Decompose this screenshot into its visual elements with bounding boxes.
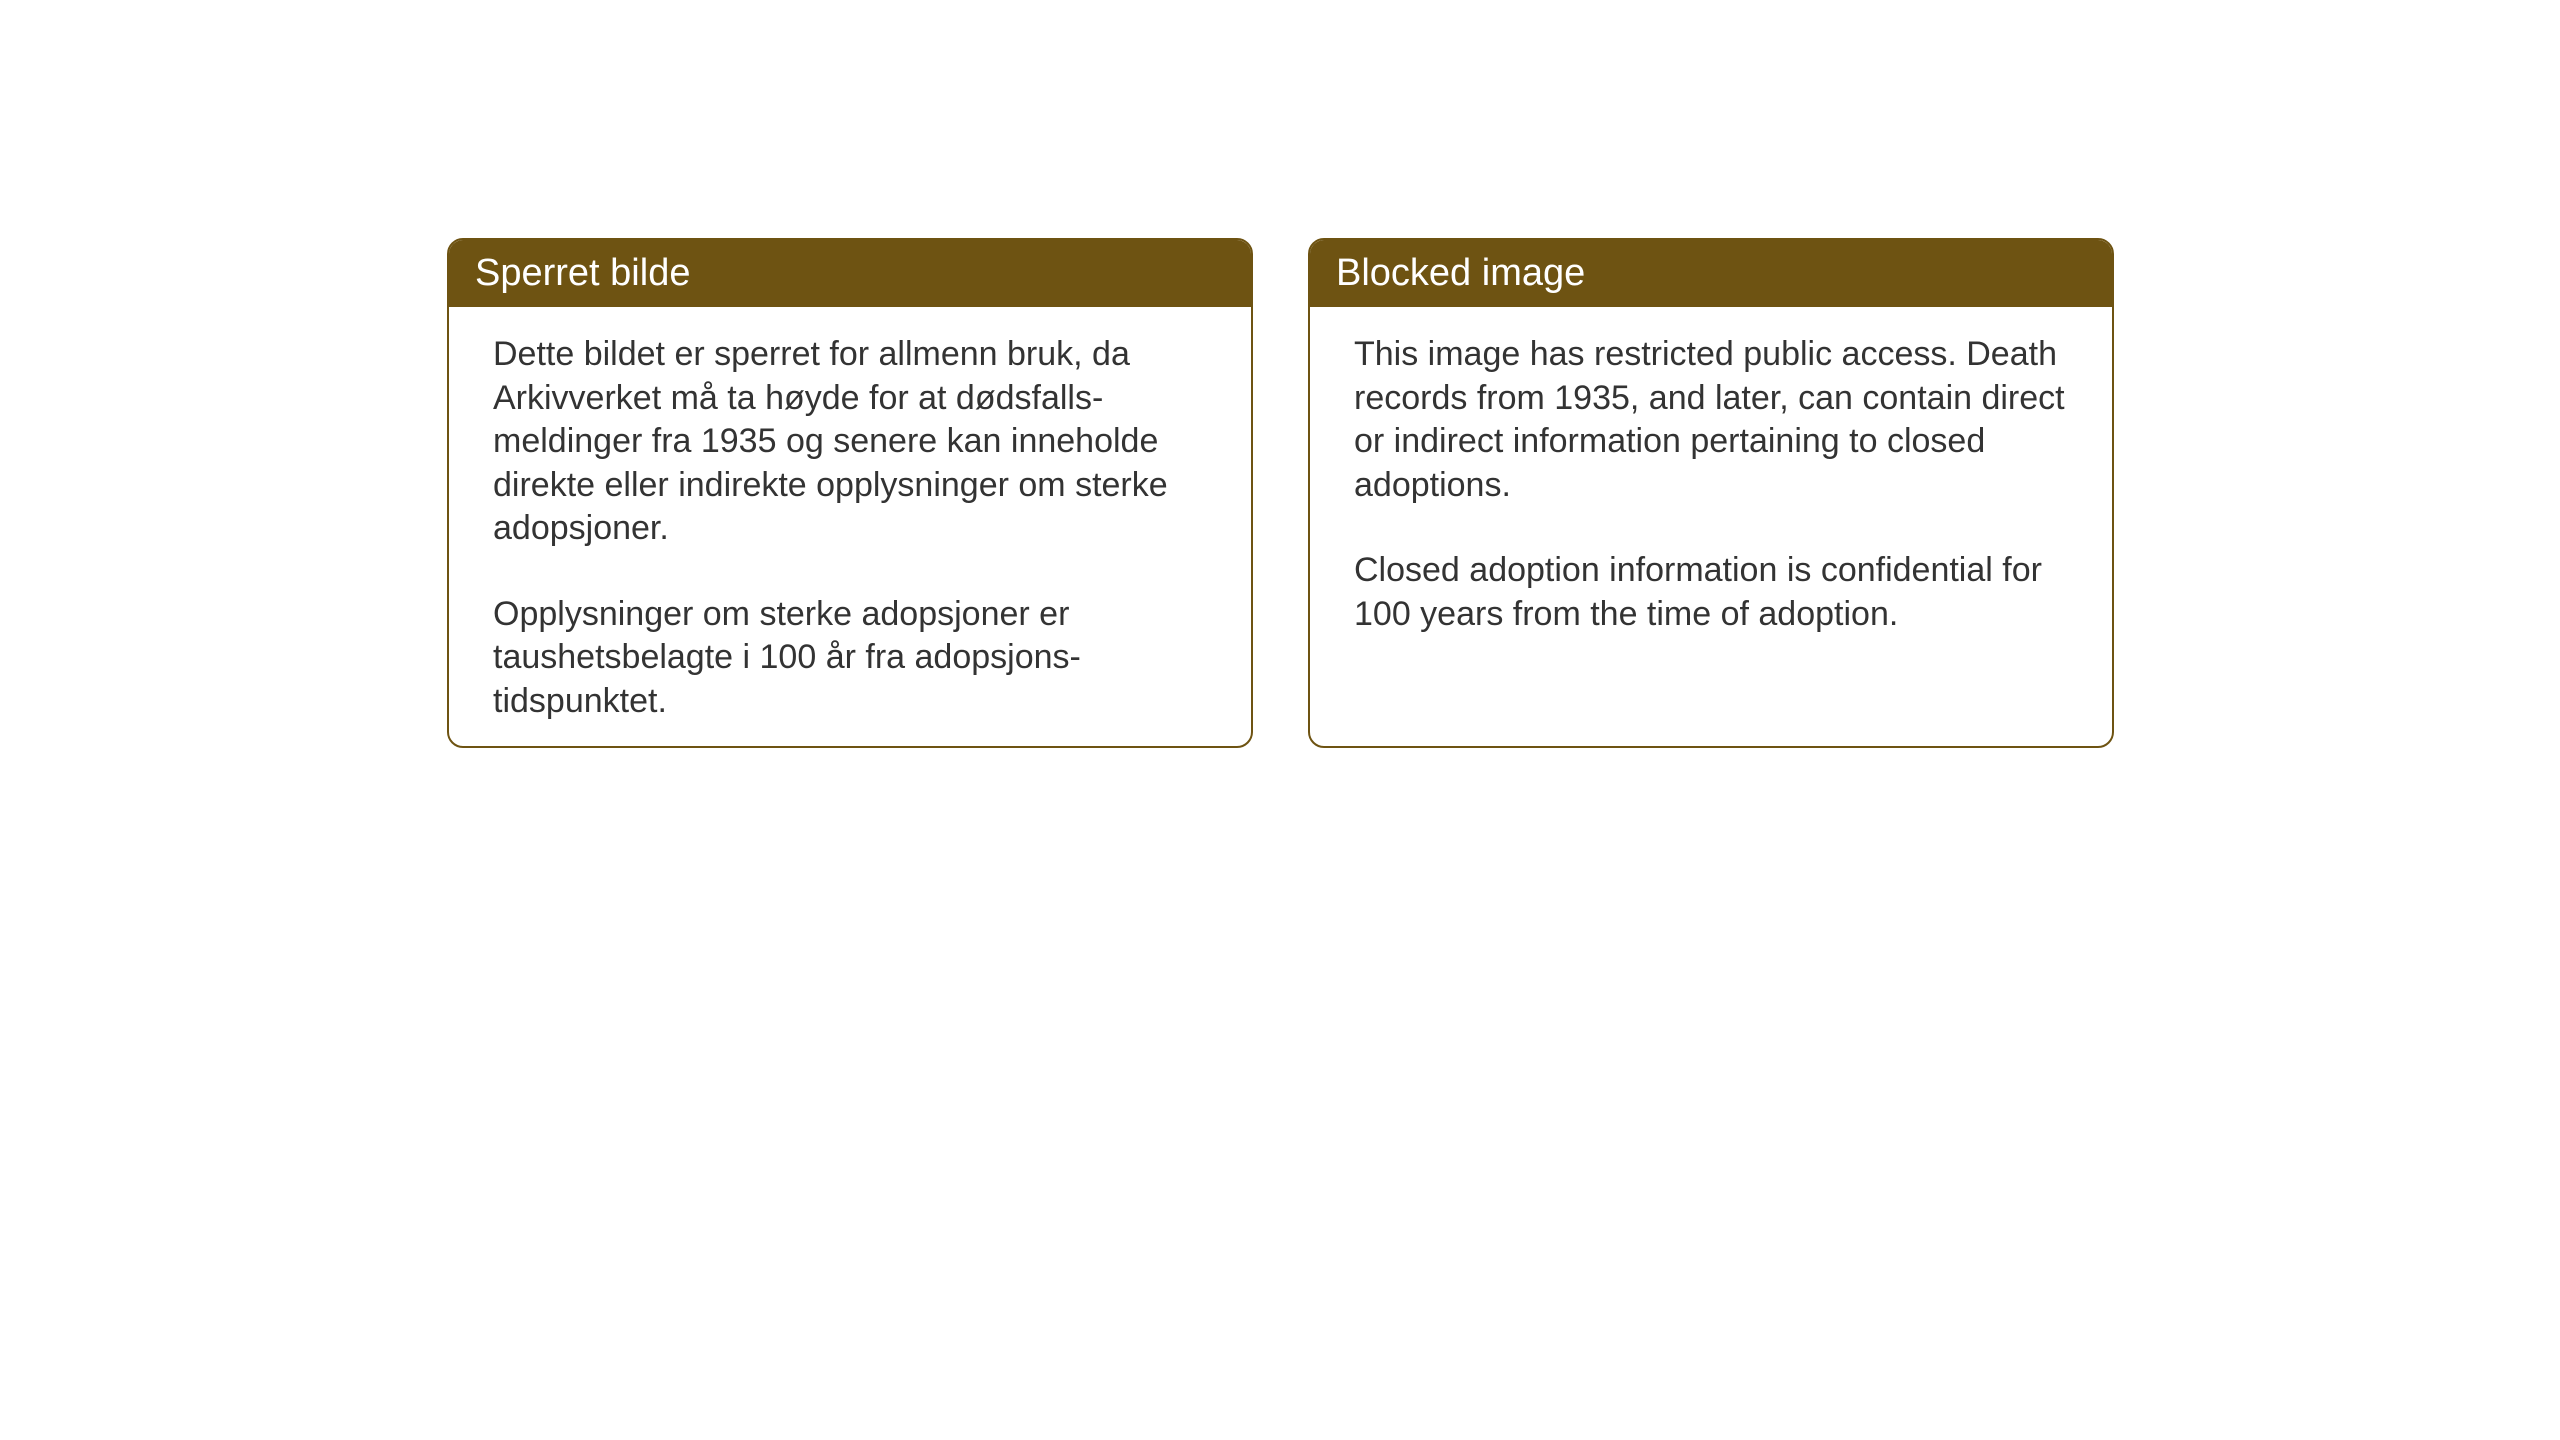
norwegian-paragraph-1: Dette bildet er sperret for allmenn bruk…	[493, 333, 1207, 551]
english-paragraph-1: This image has restricted public access.…	[1354, 333, 2068, 507]
norwegian-card-title: Sperret bilde	[449, 240, 1251, 307]
norwegian-notice-card: Sperret bilde Dette bildet er sperret fo…	[447, 238, 1253, 748]
english-paragraph-2: Closed adoption information is confident…	[1354, 549, 2068, 636]
norwegian-card-body: Dette bildet er sperret for allmenn bruk…	[449, 307, 1251, 748]
english-card-title: Blocked image	[1310, 240, 2112, 307]
english-notice-card: Blocked image This image has restricted …	[1308, 238, 2114, 748]
english-card-body: This image has restricted public access.…	[1310, 307, 2112, 662]
notice-cards-container: Sperret bilde Dette bildet er sperret fo…	[447, 238, 2114, 748]
norwegian-paragraph-2: Opplysninger om sterke adopsjoner er tau…	[493, 593, 1207, 724]
